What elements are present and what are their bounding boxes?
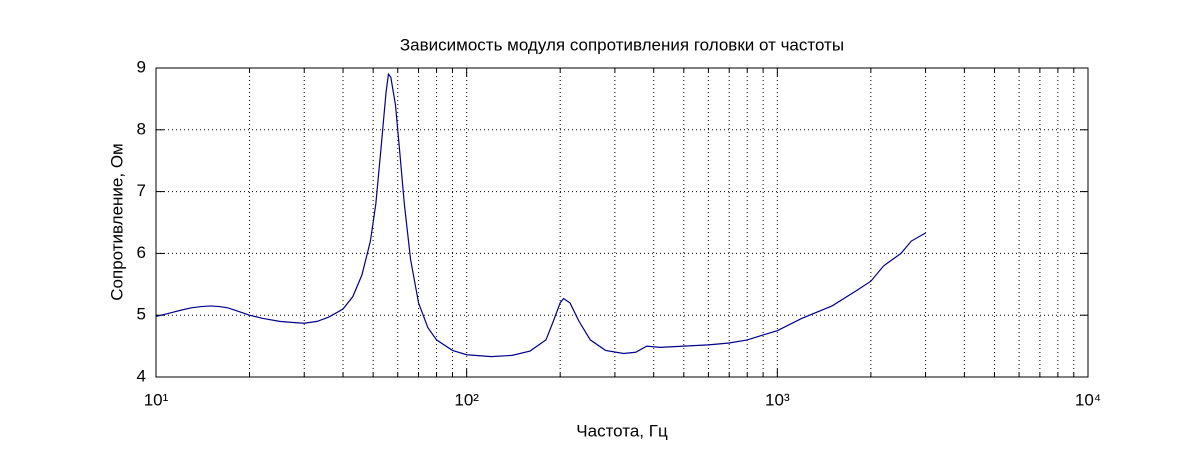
x-axis-label: Частота, Гц xyxy=(576,421,668,440)
data-line xyxy=(155,72,926,358)
y-tick-label: 4 xyxy=(137,366,146,385)
x-tick-label: 10⁴ xyxy=(1075,390,1101,409)
y-tick-label: 5 xyxy=(137,305,146,324)
x-tick-label: 10¹ xyxy=(144,390,169,409)
y-tick-label: 7 xyxy=(137,181,146,200)
chart-title: Зависимость модуля сопротивления головки… xyxy=(400,35,844,54)
x-tick-label: 10³ xyxy=(765,390,790,409)
y-tick-label: 9 xyxy=(137,57,146,76)
axes-box xyxy=(155,67,1089,378)
y-axis-label: Сопротивление, Ом xyxy=(107,143,126,300)
y-tick-label: 8 xyxy=(137,119,146,138)
y-tick-label: 6 xyxy=(137,243,146,262)
x-tick-label: 10² xyxy=(454,390,479,409)
